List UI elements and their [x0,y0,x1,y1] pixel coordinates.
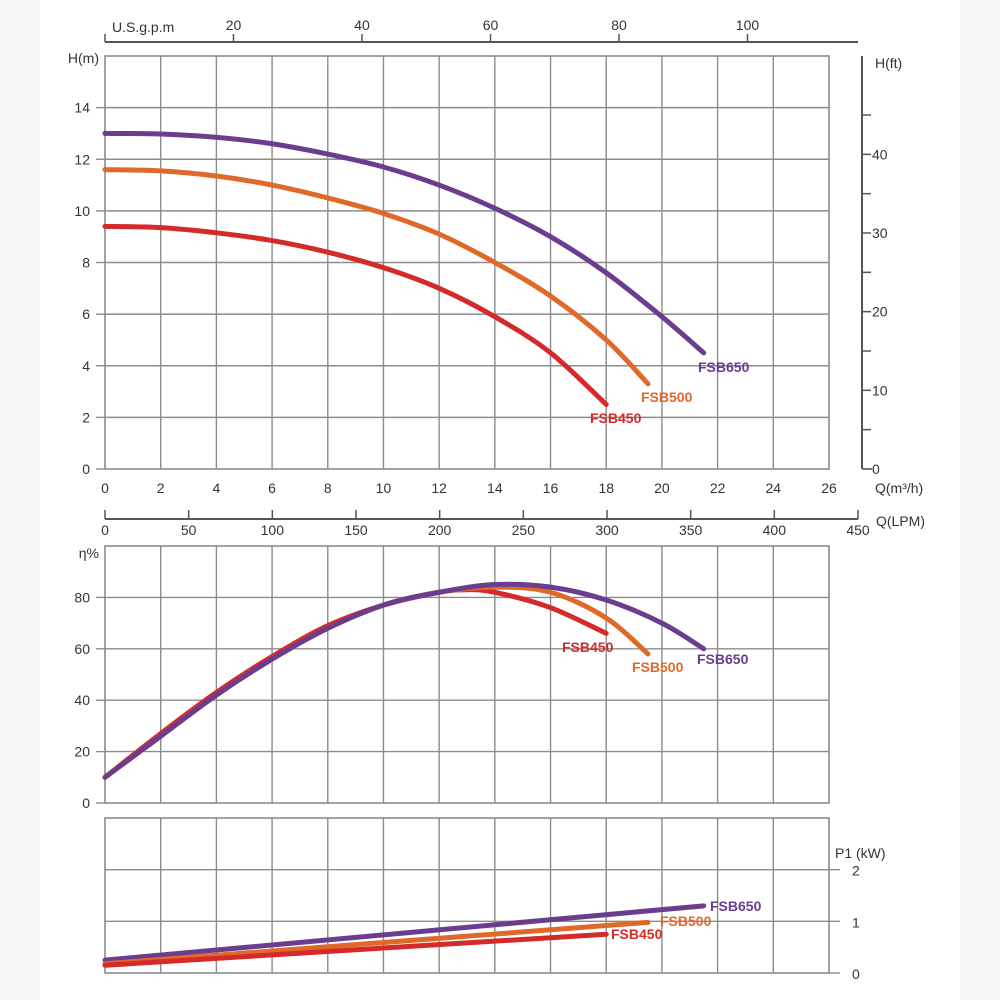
lpm-tick-label: 200 [428,522,452,538]
top-tick-label: 80 [611,17,627,33]
top-axis-label: U.S.g.p.m [112,19,174,35]
top-tick-label: 20 [226,17,242,33]
top-tick-label: 40 [354,17,370,33]
lpm-axis-label: Q(LPM) [876,513,925,529]
series-label: FSB500 [660,913,712,929]
y-tick-label: 12 [74,151,90,167]
x-tick-label: 26 [821,480,837,496]
lpm-tick-label: 250 [512,522,536,538]
series-label: FSB650 [710,898,762,914]
series-label: FSB500 [641,389,693,405]
lpm-tick-label: 100 [261,522,285,538]
right-tick-label: 30 [872,225,888,241]
y-tick-label: 8 [82,255,90,271]
y-axis-label: P1 (kW) [835,845,886,861]
top-tick-label: 100 [736,17,760,33]
y-tick-label: 2 [852,863,860,879]
y-tick-label: 0 [82,795,90,811]
y-tick-label: 20 [74,744,90,760]
x-tick-label: 18 [598,480,614,496]
head-curve-fsb500 [105,170,648,384]
series-label: FSB500 [632,659,684,675]
series-label: FSB450 [562,639,614,655]
y-tick-label: 2 [82,409,90,425]
lpm-tick-label: 450 [846,522,870,538]
head-curve-fsb650 [105,133,704,352]
lpm-tick-label: 150 [344,522,368,538]
y-axis-label-right: H(ft) [875,55,902,71]
x-tick-label: 6 [268,480,276,496]
y-axis-label: η% [79,545,99,561]
x-tick-label: 16 [543,480,559,496]
right-tick-label: 0 [872,461,880,477]
series-label: FSB650 [698,359,750,375]
top-tick-label: 60 [483,17,499,33]
y-tick-label: 0 [82,461,90,477]
right-tick-label: 40 [872,146,888,162]
plot-frame [105,546,829,803]
series-label: FSB450 [590,410,642,426]
lpm-tick-label: 300 [595,522,619,538]
x-tick-label: 0 [101,480,109,496]
lpm-tick-label: 50 [181,522,197,538]
y-tick-label: 60 [74,641,90,657]
x-tick-label: 20 [654,480,670,496]
y-tick-label: 1 [852,914,860,930]
power-curve-fsb500 [105,922,648,963]
y-tick-label: 40 [74,692,90,708]
series-label: FSB650 [697,651,749,667]
x-tick-label: 24 [766,480,782,496]
lpm-tick-label: 350 [679,522,703,538]
y-tick-label: 4 [82,358,90,374]
x-axis-label: Q(m³/h) [875,480,923,496]
y-tick-label: 6 [82,306,90,322]
right-tick-label: 10 [872,382,888,398]
efficiency-chart: 0 20 40 60 80 η% FSB450 FSB500 FSB650 [74,545,829,811]
x-tick-label: 22 [710,480,726,496]
x-tick-label: 4 [212,480,220,496]
y-tick-label: 14 [74,100,90,116]
lpm-tick-label: 400 [763,522,787,538]
x-tick-label: 10 [376,480,392,496]
pump-performance-figure: 0 2 4 6 8 10 12 14 H(m) 0 2 4 6 8 10 12 14 16 18 20 22 24 26 Q(… [40,0,960,1000]
x-tick-label: 8 [324,480,332,496]
x-tick-label: 12 [431,480,447,496]
x-tick-label: 2 [157,480,165,496]
y-tick-label: 0 [852,966,860,982]
head-curve-fsb450 [105,226,606,404]
x-tick-label: 14 [487,480,503,496]
series-label: FSB450 [611,926,663,942]
lpm-tick-label: 0 [101,522,109,538]
y-axis-label-left: H(m) [68,50,99,66]
right-tick-label: 20 [872,304,888,320]
y-tick-label: 10 [74,203,90,219]
efficiency-curve-fsb650 [105,584,704,777]
y-tick-label: 80 [74,589,90,605]
